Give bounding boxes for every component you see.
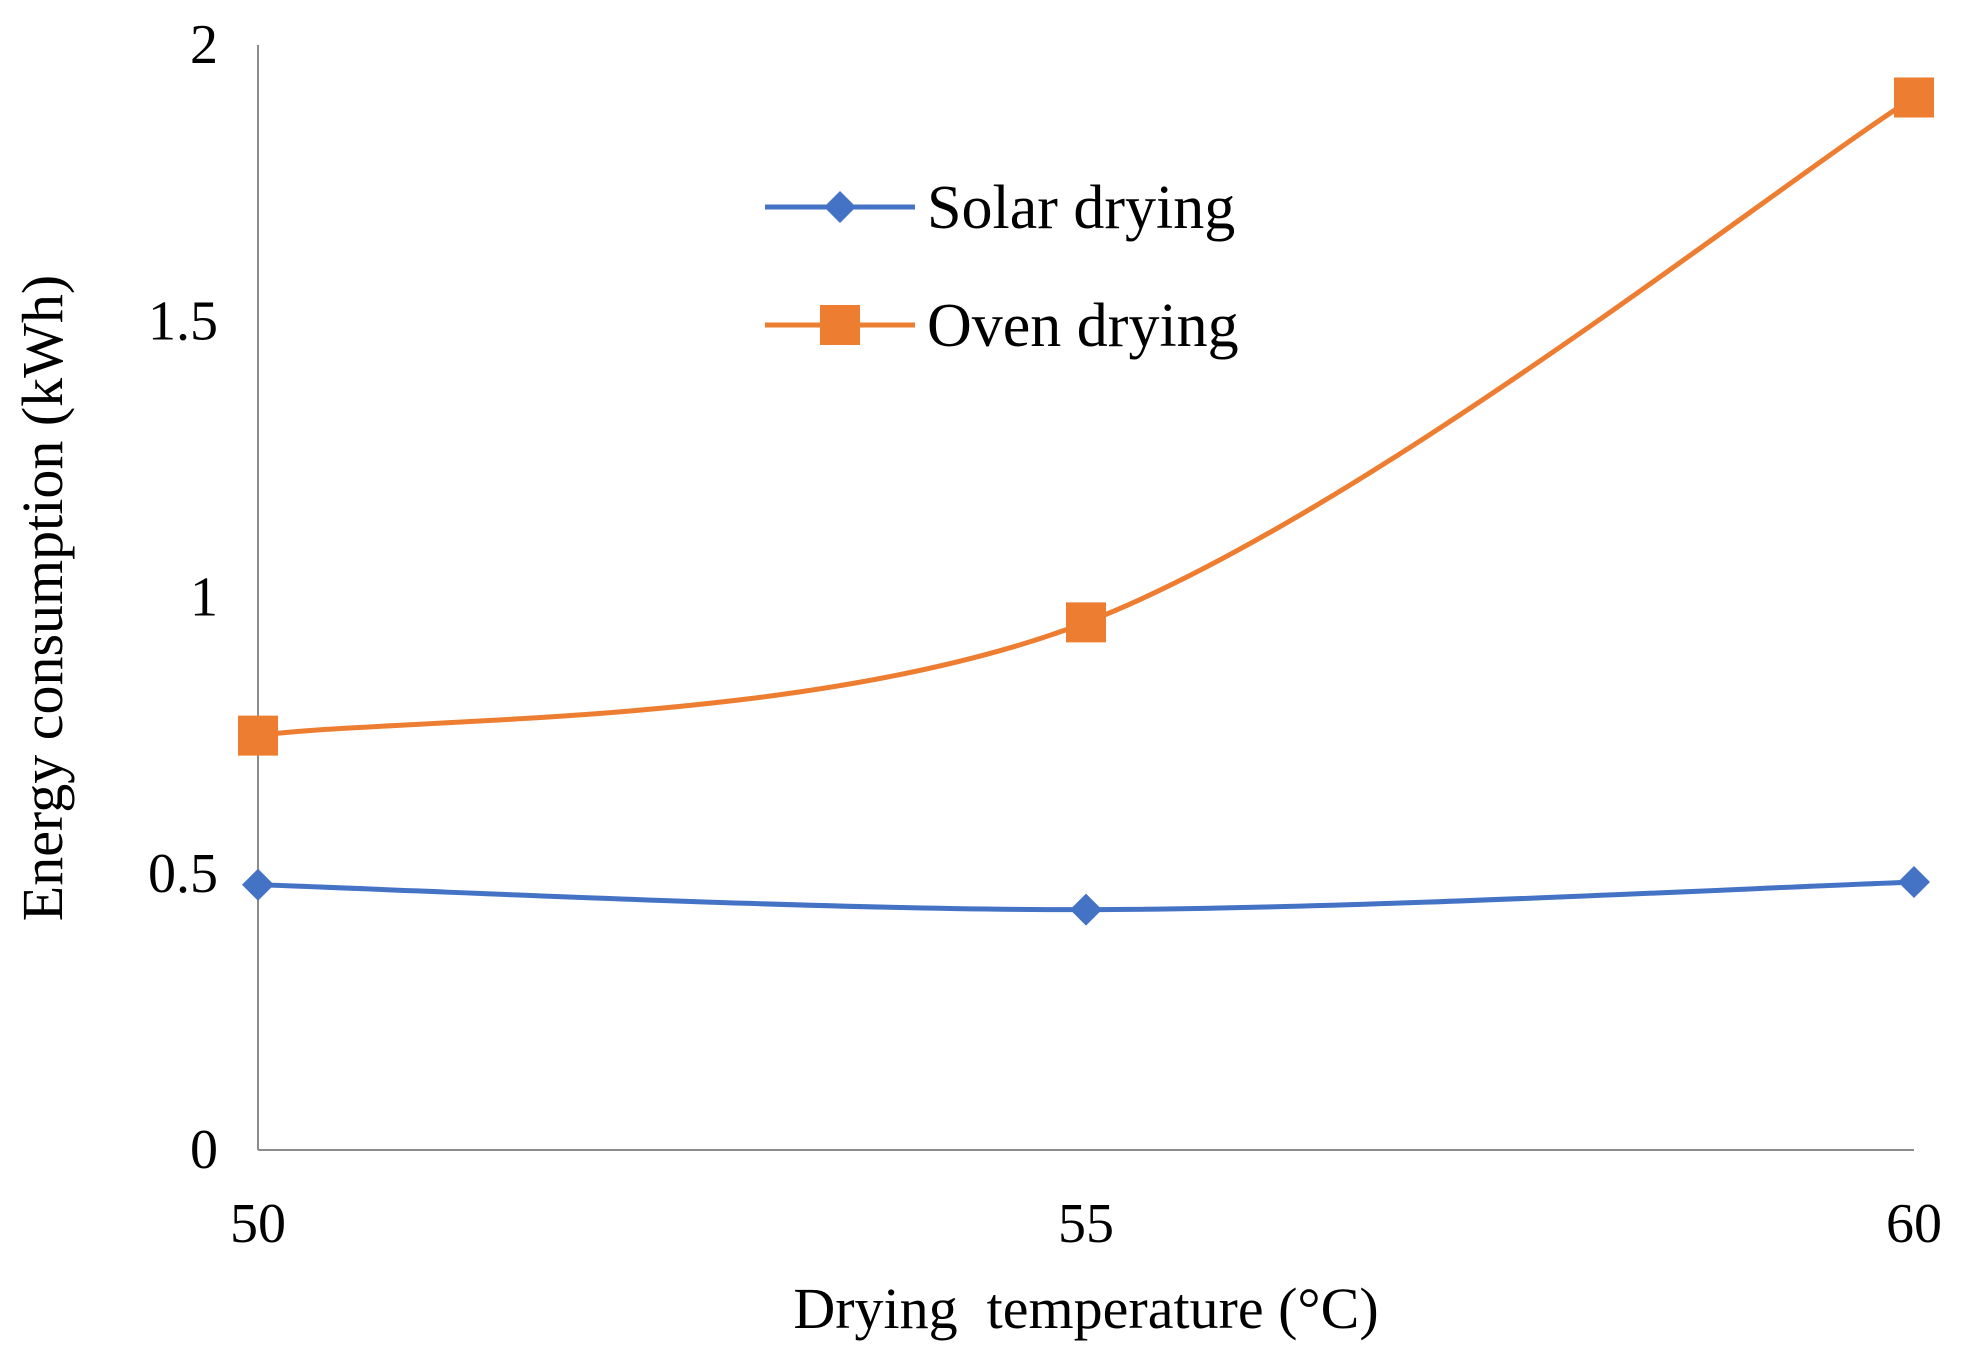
legend: Solar drying Oven drying xyxy=(765,174,1239,360)
x-tick-label: 60 xyxy=(1886,1193,1942,1255)
y-tick-label: 0.5 xyxy=(148,843,218,905)
data-point-oven-drying xyxy=(1066,602,1106,643)
legend-marker xyxy=(824,191,856,223)
legend-label: Solar drying xyxy=(927,174,1235,242)
y-tick-label: 1.5 xyxy=(148,290,218,352)
y-tick-label: 0 xyxy=(190,1119,218,1181)
x-tick-label: 50 xyxy=(230,1193,286,1255)
y-tick-label: 2 xyxy=(190,14,218,76)
data-point-solar-drying xyxy=(1898,866,1930,899)
legend-item-solar-drying: Solar drying xyxy=(765,174,1235,242)
series-solar-drying xyxy=(242,866,1930,926)
legend-label: Oven drying xyxy=(927,292,1239,360)
x-axis-title: Drying temperature (°C) xyxy=(793,1276,1378,1341)
data-point-oven-drying xyxy=(1894,77,1934,118)
y-tick-label: 1 xyxy=(190,567,218,629)
plot-area xyxy=(257,45,1914,1151)
series-layer xyxy=(238,77,1934,926)
x-tick-labels: 50 55 60 xyxy=(230,1193,1942,1255)
series-oven-drying xyxy=(238,77,1934,756)
y-tick-labels: 0 0.5 1 1.5 2 xyxy=(148,14,218,1181)
data-point-oven-drying xyxy=(238,715,278,756)
legend-item-oven-drying: Oven drying xyxy=(765,292,1239,360)
data-point-solar-drying xyxy=(242,868,274,901)
data-point-solar-drying xyxy=(1070,893,1102,926)
y-axis-title: Energy consumption (kWh) xyxy=(10,275,75,921)
legend-marker xyxy=(820,305,860,345)
x-tick-label: 55 xyxy=(1058,1193,1114,1255)
